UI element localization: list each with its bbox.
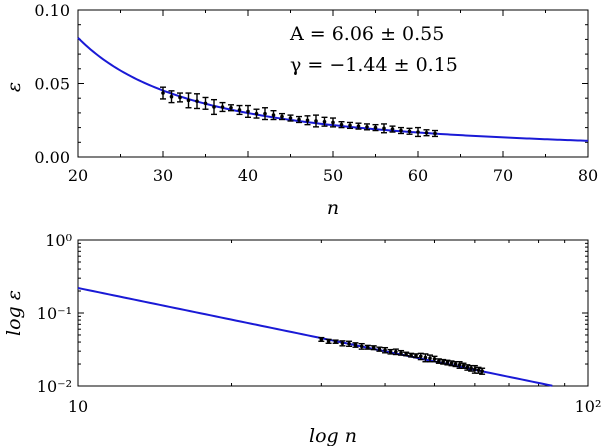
data-point (480, 369, 484, 373)
data-point (212, 105, 216, 109)
data-point (348, 123, 352, 128)
data-point (382, 126, 386, 131)
x-axis-label: n (327, 197, 339, 219)
data-point (383, 348, 387, 352)
data-point (319, 337, 324, 342)
data-point (169, 94, 174, 99)
x-axis-label: log n (309, 425, 357, 446)
data-point (404, 352, 408, 356)
data-point (433, 131, 437, 136)
data-point (437, 359, 441, 363)
log-panel: 10 10² 10⁻² 10⁻¹ 10⁰ log n log ε (3, 231, 601, 446)
plot-frame (77, 239, 589, 387)
data-point (314, 119, 318, 123)
data-point (414, 353, 418, 358)
data-point (390, 127, 395, 131)
data-point (186, 98, 191, 103)
data-point (377, 347, 382, 351)
data-point (428, 356, 432, 361)
y-tick-label: 10⁻¹ (37, 304, 72, 323)
data-point (322, 119, 327, 124)
y-tick-label: 10⁰ (45, 231, 72, 250)
data-point (394, 349, 398, 354)
data-point (407, 129, 412, 134)
data-point (432, 357, 437, 361)
data-point (254, 111, 259, 116)
data-point (473, 367, 477, 371)
data-point (469, 366, 473, 371)
data-point (263, 111, 267, 116)
x-tick-label: 70 (493, 166, 513, 185)
x-tick-label: 10² (575, 397, 602, 416)
data-point (347, 341, 351, 346)
data-point (339, 122, 344, 127)
y-tick-label: 10⁻² (37, 377, 72, 396)
data-point (441, 359, 445, 364)
data-point (246, 109, 250, 114)
y-axis-label: log ε (3, 290, 25, 336)
data-point (476, 368, 481, 372)
data-point (365, 345, 370, 350)
data-point (340, 341, 345, 346)
data-point (161, 91, 165, 95)
x-tick-label: 40 (238, 166, 258, 185)
y-tick-label: 0.05 (34, 75, 70, 94)
data-point (237, 108, 242, 112)
data-point (280, 114, 284, 119)
data-point (220, 105, 225, 109)
data-point (195, 99, 199, 103)
data-point (365, 125, 369, 129)
data-point (359, 344, 364, 349)
data-point (399, 350, 403, 355)
data-point (178, 95, 182, 100)
x-tick-label: 80 (578, 166, 598, 185)
x-tick-label: 60 (408, 166, 428, 185)
data-point (333, 339, 338, 344)
data-point (399, 128, 403, 133)
data-point (371, 345, 376, 350)
data-point (445, 360, 450, 365)
fit-param-gamma: γ = −1.44 ± 0.15 (290, 54, 458, 76)
data-point (331, 120, 335, 125)
data-point (388, 349, 393, 354)
data-point (271, 113, 276, 117)
data-point (356, 124, 361, 128)
data-point (229, 105, 233, 110)
data-point (288, 116, 293, 120)
data-point (457, 363, 462, 367)
data-point (449, 361, 454, 366)
x-tick-label: 20 (68, 166, 88, 185)
data-point (416, 130, 420, 134)
linear-panel: 20 30 40 50 60 70 80 0.00 0.05 0.10 n ε A = 6.06 ± 0… (3, 1, 598, 219)
data-point (305, 118, 310, 123)
data-point (465, 365, 470, 370)
data-point (353, 343, 358, 347)
data-point (418, 354, 423, 359)
data-point (373, 125, 378, 130)
data-point (297, 117, 301, 122)
data-point (203, 101, 208, 106)
data-point (409, 353, 413, 357)
data-point (423, 355, 428, 360)
y-tick-label: 0.00 (34, 148, 70, 167)
x-tick-label: 50 (323, 166, 343, 185)
fit-param-A: A = 6.06 ± 0.55 (289, 23, 444, 45)
data-point (326, 339, 331, 344)
data-point (453, 362, 458, 366)
y-axis-label: ε (3, 82, 25, 92)
data-point (424, 130, 429, 135)
x-tick-label: 30 (153, 166, 173, 185)
y-tick-label: 0.10 (34, 1, 70, 20)
x-tick-label: 10 (68, 397, 88, 416)
